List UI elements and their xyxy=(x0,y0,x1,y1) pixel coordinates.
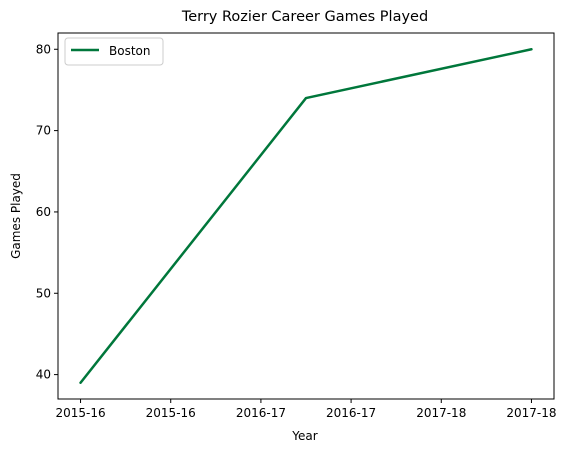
x-tick-label: 2016-17 xyxy=(326,406,376,420)
y-axis: 40 50 60 70 80 xyxy=(36,42,58,382)
y-tick-label: 50 xyxy=(36,286,51,300)
series-line-boston xyxy=(79,48,533,384)
x-tick-label: 2015-16 xyxy=(55,406,105,420)
y-tick-label: 60 xyxy=(36,205,51,219)
x-tick-label: 2016-17 xyxy=(236,406,286,420)
y-tick-label: 40 xyxy=(36,368,51,382)
x-tick-label: 2017-18 xyxy=(416,406,466,420)
x-tick-label: 2017-18 xyxy=(506,406,556,420)
chart-title: Terry Rozier Career Games Played xyxy=(181,9,428,25)
legend-entry-boston: Boston xyxy=(109,44,150,58)
x-axis-label: Year xyxy=(291,429,317,443)
y-tick-label: 70 xyxy=(36,124,51,138)
x-axis: 2015-16 2015-16 2016-17 2016-17 2017-18 2017-… xyxy=(55,399,557,420)
series-layer xyxy=(79,48,533,384)
y-axis-label: Games Played xyxy=(9,173,23,259)
y-tick-label: 80 xyxy=(36,42,51,56)
x-tick-label: 2015-16 xyxy=(146,406,196,420)
plot-frame xyxy=(57,32,555,400)
legend: Boston xyxy=(64,37,164,66)
legend-box xyxy=(64,37,164,66)
